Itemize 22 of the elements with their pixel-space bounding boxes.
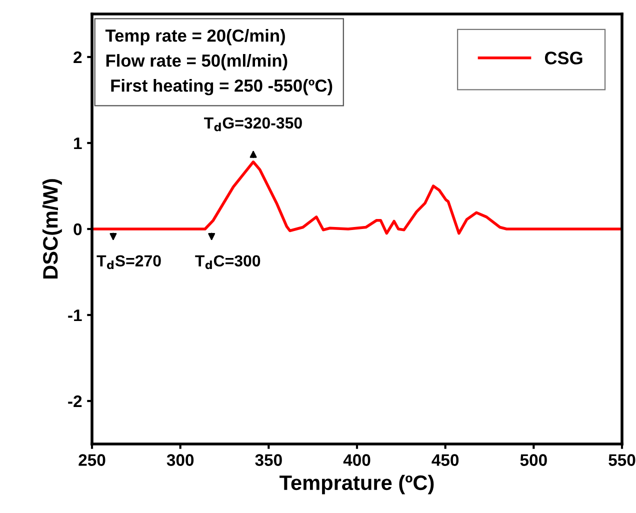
x-tick-label: 500 (520, 454, 547, 466)
x-tick-label: 300 (166, 454, 194, 466)
y-axis-title: DSC(m/W) (42, 179, 62, 279)
annotation: T$_{d}$G=320-350 (204, 117, 302, 132)
annotation: T$_{d}$S=270 (96, 255, 161, 270)
y-tick-label: 2 (74, 51, 82, 64)
legend-label: CSG (544, 52, 582, 64)
x-tick-label: 450 (432, 454, 459, 466)
annotation: Flow rate = 50(ml/min) (106, 54, 288, 70)
y-tick-label: -1 (68, 310, 82, 322)
x-axis-title: Temprature (ºC) (280, 474, 434, 494)
x-tick-label: 550 (608, 454, 636, 466)
x-tick-label: 400 (343, 454, 370, 466)
y-tick-label: 0 (74, 223, 82, 236)
y-tick-label: -2 (68, 395, 82, 408)
y-tick-label: 1 (74, 138, 82, 150)
x-tick-label: 350 (255, 454, 282, 466)
line-series (92, 160, 622, 235)
x-tick-label: 250 (78, 454, 106, 466)
annotation: T$_{d}$C=300 (195, 255, 260, 270)
annotation: First heating = 250 -550(ºC) (111, 79, 332, 96)
annotation: Temp rate = 20(C/min) (105, 29, 285, 46)
